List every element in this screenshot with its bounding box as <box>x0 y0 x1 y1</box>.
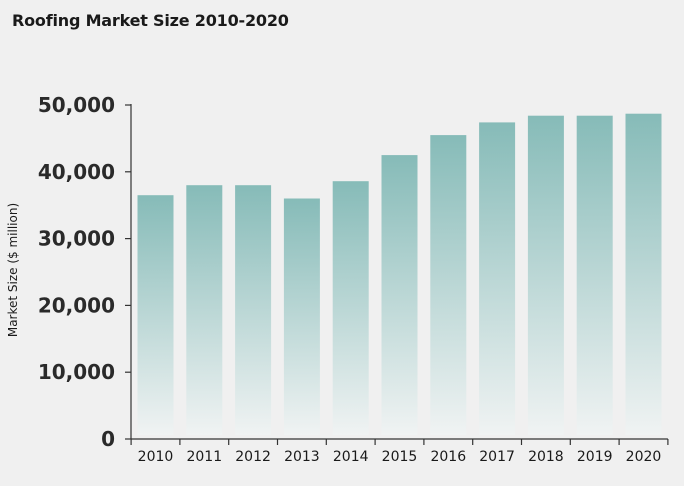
bar-2019 <box>576 115 613 435</box>
y-tick-label: 30,000 <box>38 227 115 251</box>
y-tick-label: 50,000 <box>38 93 115 117</box>
x-tick-label: 2018 <box>528 449 564 465</box>
x-tick-label: 2012 <box>235 449 271 465</box>
y-tick-label: 10,000 <box>38 360 115 384</box>
bar-2015 <box>381 155 418 435</box>
bar-2014 <box>332 181 369 435</box>
bar-2018 <box>527 115 564 435</box>
bar-2016 <box>430 135 467 435</box>
bar-2020 <box>625 113 662 435</box>
y-tick-label: 40,000 <box>38 160 115 184</box>
x-tick-label: 2020 <box>626 449 662 465</box>
bar-2011 <box>186 185 223 435</box>
chart-title: Roofing Market Size 2010-2020 <box>12 11 289 30</box>
x-tick-label: 2017 <box>479 449 515 465</box>
bar-2013 <box>283 198 320 435</box>
x-tick-label: 2011 <box>186 449 222 465</box>
x-tick-label: 2013 <box>284 449 320 465</box>
y-tick-label: 0 <box>101 427 115 451</box>
bar-2010 <box>137 195 174 435</box>
y-tick-label: 20,000 <box>38 293 115 317</box>
x-tick-label: 2014 <box>333 449 369 465</box>
bar-2012 <box>235 185 272 435</box>
x-tick-label: 2019 <box>577 449 613 465</box>
x-tick-label: 2016 <box>430 449 466 465</box>
x-tick-label: 2015 <box>382 449 418 465</box>
bar-2017 <box>479 122 516 436</box>
x-tick-label: 2010 <box>138 449 174 465</box>
